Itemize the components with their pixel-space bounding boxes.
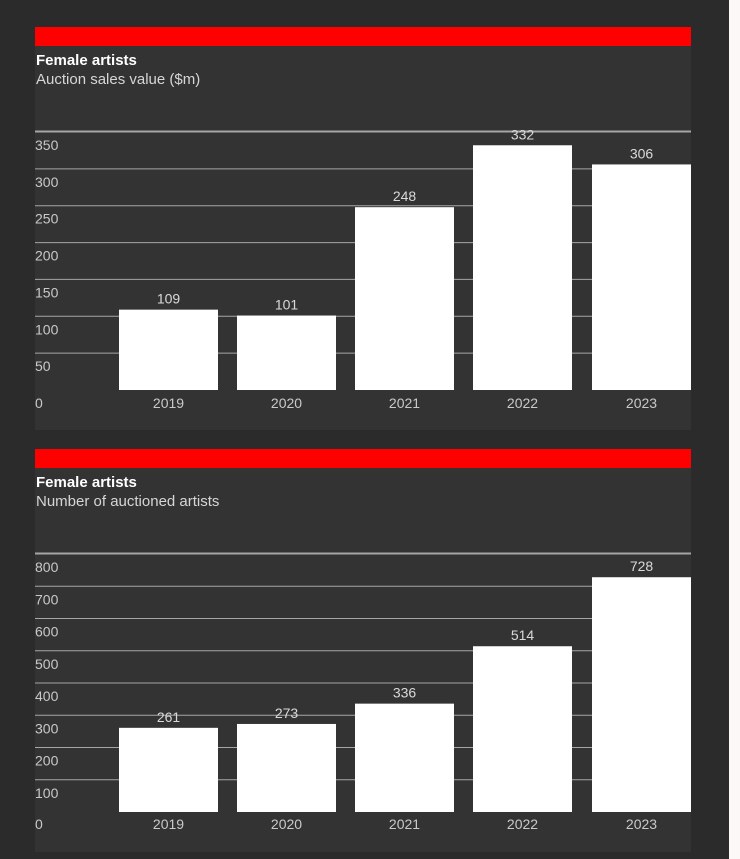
bar-2020 (237, 723, 336, 812)
x-tick-label-2021: 2021 (389, 395, 420, 411)
data-label-2020: 273 (275, 705, 299, 721)
x-tick-label-2022: 2022 (507, 395, 538, 411)
y-tick-label: 300 (35, 174, 59, 190)
bar-2023 (592, 577, 691, 812)
data-label-2021: 336 (393, 685, 417, 701)
y-tick-label: 800 (35, 559, 59, 575)
chart-title: Female artists (36, 474, 137, 491)
y-tick-label: 350 (35, 137, 59, 153)
x-tick-label-2023: 2023 (626, 395, 657, 411)
x-tick-label-2022: 2022 (507, 816, 538, 832)
bar-2022 (473, 646, 572, 812)
chart-panel-artist-count: Female artists Number of auctioned artis… (35, 449, 691, 852)
page-edge-strip (729, 0, 740, 859)
x-tick-label-2021: 2021 (389, 816, 420, 832)
bar-chart-sales-value: 0 50 100 150 200 250 300 350 109 2019 101 2020 248 20… (35, 126, 691, 411)
bar-2023 (592, 164, 691, 390)
data-label-2023: 728 (630, 558, 654, 574)
data-label-2020: 101 (275, 297, 299, 313)
y-tick-label: 100 (35, 321, 59, 337)
y-tick-label: 100 (35, 785, 59, 801)
bar-chart-artist-count: 0 100 200 300 400 500 600 700 800 261 2019 273 2020 3… (35, 552, 691, 832)
chart-subtitle: Auction sales value ($m) (36, 71, 201, 88)
y-tick-label: 150 (35, 284, 59, 300)
data-label-2022: 332 (511, 126, 535, 142)
chart-panel-sales-value: Female artists Auction sales value ($m) … (35, 27, 691, 430)
bar-2019 (119, 727, 218, 812)
x-tick-label-2020: 2020 (271, 816, 302, 832)
bar-2021 (355, 703, 454, 812)
bar-2022 (473, 145, 572, 390)
data-label-2022: 514 (511, 627, 535, 643)
bar-2021 (355, 207, 454, 390)
y-tick-label: 0 (35, 395, 43, 411)
data-label-2023: 306 (630, 145, 654, 161)
bar-2020 (237, 315, 336, 390)
y-tick-label: 600 (35, 624, 59, 640)
data-label-2021: 248 (393, 188, 417, 204)
y-tick-label: 250 (35, 211, 59, 227)
chart-header-accent-bar (35, 449, 691, 468)
y-tick-label: 0 (35, 816, 43, 832)
y-tick-label: 200 (35, 248, 59, 264)
x-tick-label-2019: 2019 (153, 816, 184, 832)
y-tick-label: 300 (35, 720, 59, 736)
y-tick-label: 400 (35, 688, 59, 704)
y-tick-label: 200 (35, 753, 59, 769)
x-tick-label-2020: 2020 (271, 395, 302, 411)
data-label-2019: 261 (157, 709, 181, 725)
bar-2019 (119, 309, 218, 390)
y-tick-label: 50 (35, 358, 51, 374)
y-tick-label: 700 (35, 591, 59, 607)
data-label-2019: 109 (157, 291, 181, 307)
chart-subtitle: Number of auctioned artists (36, 493, 220, 510)
chart-title: Female artists (36, 52, 137, 69)
y-tick-label: 500 (35, 656, 59, 672)
chart-header-accent-bar (35, 27, 691, 46)
x-tick-label-2019: 2019 (153, 395, 184, 411)
x-tick-label-2023: 2023 (626, 816, 657, 832)
